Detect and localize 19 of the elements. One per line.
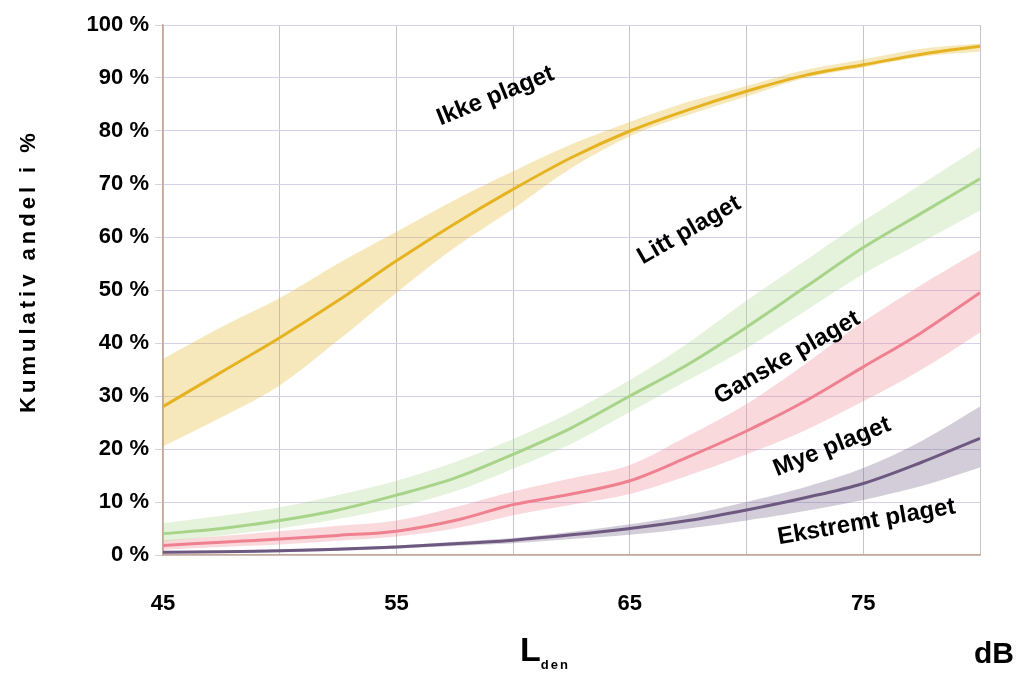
y-tick-label: 10 % — [98, 488, 149, 514]
x-tick-label: 45 — [150, 590, 176, 616]
x-tick-label: 65 — [617, 590, 643, 616]
x-tick-label: 75 — [851, 590, 876, 616]
y-tick-label: 0 % — [111, 541, 149, 567]
y-axis-title: Kumulativ andel i % — [15, 128, 41, 415]
y-tick-label: 80 % — [98, 117, 149, 143]
y-tick-label: 50 % — [98, 276, 149, 302]
x-tick-label: 55 — [384, 590, 409, 616]
text: dB — [974, 636, 1014, 670]
x-axis-title: L$_{den}$ — [520, 630, 570, 672]
y-tick-label: 20 % — [98, 435, 149, 461]
y-tick-label: 60 % — [98, 223, 149, 249]
y-tick-label: 30 % — [98, 382, 149, 408]
y-tick-label: 40 % — [98, 329, 149, 355]
y-tick-label: 90 % — [98, 64, 149, 90]
y-tick-label: 70 % — [98, 170, 149, 196]
y-tick-label: 100 % — [86, 11, 149, 37]
annotation: Ekstremt plaget — [775, 491, 958, 550]
